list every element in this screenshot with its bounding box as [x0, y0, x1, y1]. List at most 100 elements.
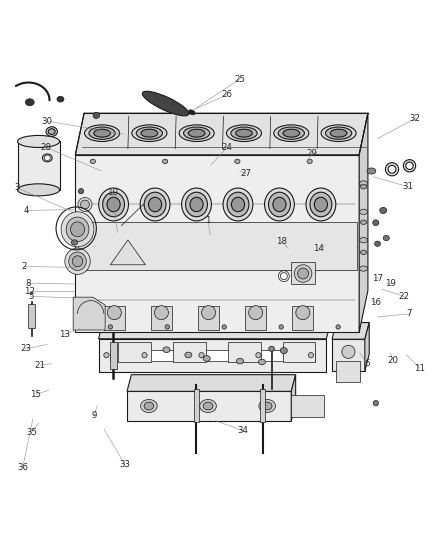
Ellipse shape [199, 352, 204, 358]
Polygon shape [104, 306, 125, 330]
Ellipse shape [360, 250, 367, 255]
Ellipse shape [186, 192, 208, 217]
Bar [260, 389, 265, 422]
Polygon shape [127, 375, 296, 391]
Polygon shape [292, 306, 313, 330]
Ellipse shape [144, 192, 166, 217]
Ellipse shape [265, 188, 294, 221]
Ellipse shape [273, 197, 286, 212]
Text: 25: 25 [234, 75, 246, 84]
Text: 19: 19 [385, 279, 396, 288]
Ellipse shape [144, 402, 154, 410]
Ellipse shape [237, 358, 244, 364]
Ellipse shape [385, 163, 399, 176]
Ellipse shape [148, 197, 162, 212]
Ellipse shape [308, 352, 314, 358]
Ellipse shape [274, 125, 309, 141]
Text: 12: 12 [24, 287, 35, 295]
Text: 16: 16 [370, 298, 381, 307]
Ellipse shape [360, 209, 367, 214]
Ellipse shape [72, 230, 77, 235]
Text: 8: 8 [26, 279, 31, 288]
Text: 28: 28 [40, 143, 52, 152]
Text: 34: 34 [237, 426, 249, 435]
Ellipse shape [132, 125, 167, 141]
Ellipse shape [223, 188, 253, 221]
Ellipse shape [25, 99, 34, 106]
Ellipse shape [188, 110, 195, 115]
Ellipse shape [78, 189, 84, 194]
Ellipse shape [373, 400, 378, 406]
Text: 2: 2 [21, 262, 27, 271]
Ellipse shape [163, 347, 170, 352]
Text: 35: 35 [26, 427, 37, 437]
Ellipse shape [140, 188, 170, 221]
Polygon shape [110, 240, 145, 265]
Ellipse shape [108, 325, 113, 329]
Ellipse shape [360, 238, 367, 243]
Ellipse shape [61, 212, 94, 247]
Bar [194, 389, 199, 422]
Text: 14: 14 [313, 245, 325, 254]
Ellipse shape [48, 129, 55, 134]
Ellipse shape [104, 352, 109, 358]
Bar [173, 342, 206, 362]
Bar [110, 342, 117, 369]
Ellipse shape [360, 220, 367, 224]
Ellipse shape [360, 266, 367, 271]
Ellipse shape [367, 168, 376, 174]
Ellipse shape [262, 402, 272, 410]
Text: 22: 22 [398, 292, 410, 301]
Text: 29: 29 [307, 149, 317, 158]
Text: 26: 26 [221, 90, 233, 99]
Polygon shape [365, 322, 369, 371]
Text: 24: 24 [221, 143, 233, 152]
Ellipse shape [190, 197, 203, 212]
Ellipse shape [406, 162, 413, 169]
Ellipse shape [78, 197, 92, 212]
Text: 11: 11 [414, 364, 425, 373]
Text: 30: 30 [42, 117, 53, 126]
Ellipse shape [258, 359, 265, 365]
Ellipse shape [360, 184, 367, 189]
Ellipse shape [297, 268, 308, 279]
Polygon shape [336, 361, 360, 382]
Ellipse shape [296, 305, 310, 320]
Polygon shape [332, 322, 369, 339]
Ellipse shape [200, 399, 216, 413]
Bar [228, 342, 261, 362]
Ellipse shape [93, 112, 99, 118]
Text: 20: 20 [388, 356, 399, 365]
Ellipse shape [330, 129, 347, 137]
Polygon shape [99, 319, 332, 339]
Ellipse shape [231, 127, 257, 139]
Text: 32: 32 [410, 114, 421, 123]
Ellipse shape [278, 127, 304, 139]
Polygon shape [127, 391, 291, 421]
Ellipse shape [99, 188, 128, 221]
Ellipse shape [269, 346, 274, 351]
Polygon shape [18, 141, 60, 190]
Text: 5: 5 [28, 292, 33, 301]
Ellipse shape [57, 96, 64, 102]
Polygon shape [332, 339, 365, 371]
Bar [283, 342, 315, 362]
Ellipse shape [184, 127, 210, 139]
Ellipse shape [203, 402, 213, 410]
Ellipse shape [94, 129, 110, 137]
Ellipse shape [85, 125, 120, 141]
Text: 31: 31 [403, 182, 414, 191]
Polygon shape [73, 297, 105, 330]
Ellipse shape [321, 125, 356, 141]
Text: 18: 18 [276, 237, 287, 246]
Ellipse shape [72, 256, 83, 266]
Ellipse shape [18, 135, 60, 148]
Text: 15: 15 [30, 390, 42, 399]
Ellipse shape [141, 399, 157, 413]
Ellipse shape [227, 192, 249, 217]
Polygon shape [75, 113, 368, 155]
Polygon shape [291, 375, 296, 421]
Ellipse shape [280, 348, 287, 354]
Ellipse shape [136, 127, 162, 139]
Ellipse shape [306, 188, 336, 221]
